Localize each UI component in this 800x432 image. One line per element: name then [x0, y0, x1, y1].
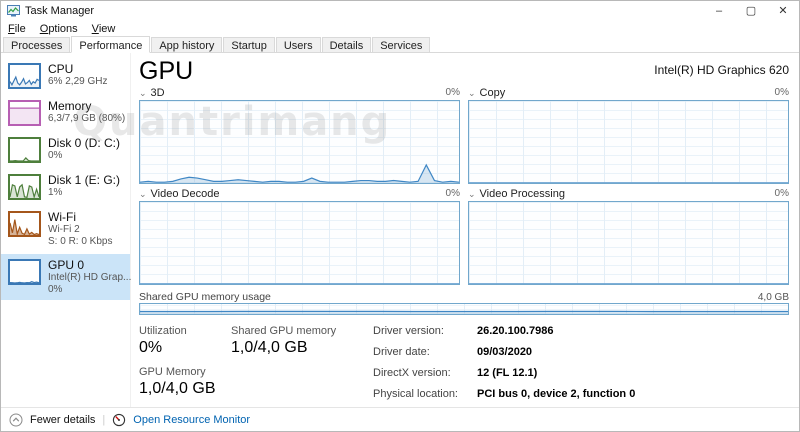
chart-shared-gpu-memory: [139, 303, 789, 315]
minimize-button[interactable]: –: [715, 5, 723, 17]
directx-version-label: DirectX version:: [373, 367, 451, 379]
chevron-down-icon[interactable]: ⌄: [139, 188, 147, 199]
gpu-panel: GPU Intel(R) HD Graphics 620 ⌄ 3D 0% ⌄ C…: [131, 53, 799, 407]
chevron-down-icon[interactable]: ⌄: [468, 87, 476, 98]
menu-options[interactable]: Options: [39, 22, 78, 35]
memory-thumbnail-chart: [8, 100, 41, 126]
shared-gpu-memory-label: Shared GPU memory: [231, 325, 337, 337]
footer-bar: Fewer details | Open Resource Monitor: [1, 407, 799, 431]
sidebar-item-disk1[interactable]: Disk 1 (E: G:) 1%: [1, 169, 130, 204]
chart-value-3d: 0%: [445, 87, 460, 98]
sidebar-item-cpu[interactable]: CPU 6% 2,29 GHz: [1, 58, 130, 93]
chart-video-decode: [139, 201, 460, 285]
cpu-thumbnail-chart: [8, 63, 41, 89]
disk0-thumbnail-chart: [8, 137, 41, 163]
driver-date-value: 09/03/2020: [477, 346, 533, 358]
gpu-memory-label: GPU Memory: [139, 366, 206, 378]
driver-date-label: Driver date:: [373, 346, 430, 358]
sidebar-item-subtitle: Wi-Fi 2: [48, 224, 80, 235]
chart-copy: [468, 100, 789, 184]
tab-users[interactable]: Users: [275, 37, 321, 52]
sidebar-item-disk0[interactable]: Disk 0 (D: C:) 0%: [1, 132, 130, 167]
tab-details[interactable]: Details: [321, 37, 372, 52]
utilization-label: Utilization: [139, 325, 187, 337]
open-resource-monitor-link[interactable]: Open Resource Monitor: [133, 413, 251, 426]
chart-3d: [139, 100, 460, 184]
chevron-down-icon[interactable]: ⌄: [468, 188, 476, 199]
chevron-up-circle-icon[interactable]: [9, 413, 23, 427]
shared-gpu-memory-value: 1,0/4,0 GB: [231, 339, 308, 356]
directx-version-value: 12 (FL 12.1): [477, 367, 538, 379]
sidebar-item-title: GPU 0: [48, 258, 85, 272]
title-bar: Task Manager – ▢ ✕: [1, 1, 799, 21]
sidebar-item-wifi[interactable]: Wi-Fi Wi-Fi 2 S: 0 R: 0 Kbps: [1, 206, 130, 252]
performance-sidebar: CPU 6% 2,29 GHz Memory 6,3/7,9 GB (80%) …: [1, 53, 131, 407]
engine-charts: ⌄ 3D 0% ⌄ Copy 0% ⌄: [139, 85, 789, 285]
sidebar-item-subtitle: 6,3/7,9 GB (80%): [48, 113, 126, 124]
chart-value-copy: 0%: [774, 87, 789, 98]
footer-separator: |: [102, 413, 106, 426]
tab-bar: Processes Performance App history Startu…: [1, 36, 799, 53]
sidebar-item-title: Memory: [48, 99, 92, 113]
shared-memory-max: 4,0 GB: [757, 291, 789, 303]
sidebar-item-title: CPU: [48, 62, 74, 76]
driver-version-label: Driver version:: [373, 325, 444, 337]
tab-processes[interactable]: Processes: [3, 37, 71, 52]
task-manager-app-icon: [7, 5, 20, 17]
sidebar-item-subtitle2: 0%: [48, 284, 63, 295]
performance-content: Quantrimang CPU 6% 2,29 GHz Memory 6,3/7…: [1, 53, 799, 407]
chart-value-video-decode: 0%: [445, 188, 460, 199]
gpu0-thumbnail-chart: [8, 259, 41, 285]
chart-title-3d: 3D: [150, 86, 165, 99]
sidebar-item-subtitle: Intel(R) HD Grap...: [48, 272, 132, 283]
close-button[interactable]: ✕: [778, 5, 788, 17]
utilization-value: 0%: [139, 339, 163, 356]
tab-services[interactable]: Services: [372, 37, 431, 52]
tab-performance[interactable]: Performance: [71, 36, 151, 53]
maximize-button[interactable]: ▢: [745, 5, 757, 17]
driver-info: Driver version: 26.20.100.7986 Driver da…: [373, 325, 635, 407]
sidebar-item-memory[interactable]: Memory 6,3/7,9 GB (80%): [1, 95, 130, 130]
chevron-down-icon[interactable]: ⌄: [139, 87, 147, 98]
chart-title-video-decode: Video Decode: [150, 187, 220, 200]
chart-value-video-processing: 0%: [774, 188, 789, 199]
sidebar-item-title: Disk 1 (E: G:): [48, 173, 121, 187]
page-title: GPU: [139, 57, 194, 85]
sidebar-item-subtitle2: S: 0 R: 0 Kbps: [48, 236, 113, 247]
shared-memory-chart-title: Shared GPU memory usage: [139, 291, 271, 303]
sidebar-item-subtitle: 0%: [48, 150, 63, 161]
menu-view[interactable]: View: [91, 22, 116, 35]
wifi-thumbnail-chart: [8, 211, 41, 237]
menu-file[interactable]: File: [8, 22, 26, 35]
tab-startup[interactable]: Startup: [223, 37, 275, 52]
physical-location-value: PCI bus 0, device 2, function 0: [477, 388, 636, 400]
gpu-memory-value: 1,0/4,0 GB: [139, 380, 216, 397]
gpu-device-name: Intel(R) HD Graphics 620: [654, 63, 789, 77]
physical-location-label: Physical location:: [373, 388, 458, 400]
menu-bar: File Options View: [1, 21, 799, 36]
disk1-thumbnail-chart: [8, 174, 41, 200]
resource-monitor-icon: [113, 413, 126, 426]
chart-title-copy: Copy: [479, 86, 506, 99]
sidebar-item-gpu0[interactable]: GPU 0 Intel(R) HD Grap... 0%: [1, 254, 132, 300]
driver-version-value: 26.20.100.7986: [477, 325, 554, 337]
gpu-stats: Utilization 0% GPU Memory 1,0/4,0 GB Sha…: [139, 325, 789, 407]
chart-title-video-processing: Video Processing: [479, 187, 565, 200]
fewer-details-button[interactable]: Fewer details: [30, 413, 96, 426]
chart-video-processing: [468, 201, 789, 285]
sidebar-item-subtitle: 6% 2,29 GHz: [48, 76, 108, 87]
tab-app-history[interactable]: App history: [151, 37, 223, 52]
sidebar-item-subtitle: 1%: [48, 187, 63, 198]
window-title: Task Manager: [25, 5, 95, 17]
sidebar-item-title: Wi-Fi: [48, 210, 76, 224]
sidebar-item-title: Disk 0 (D: C:): [48, 136, 120, 150]
